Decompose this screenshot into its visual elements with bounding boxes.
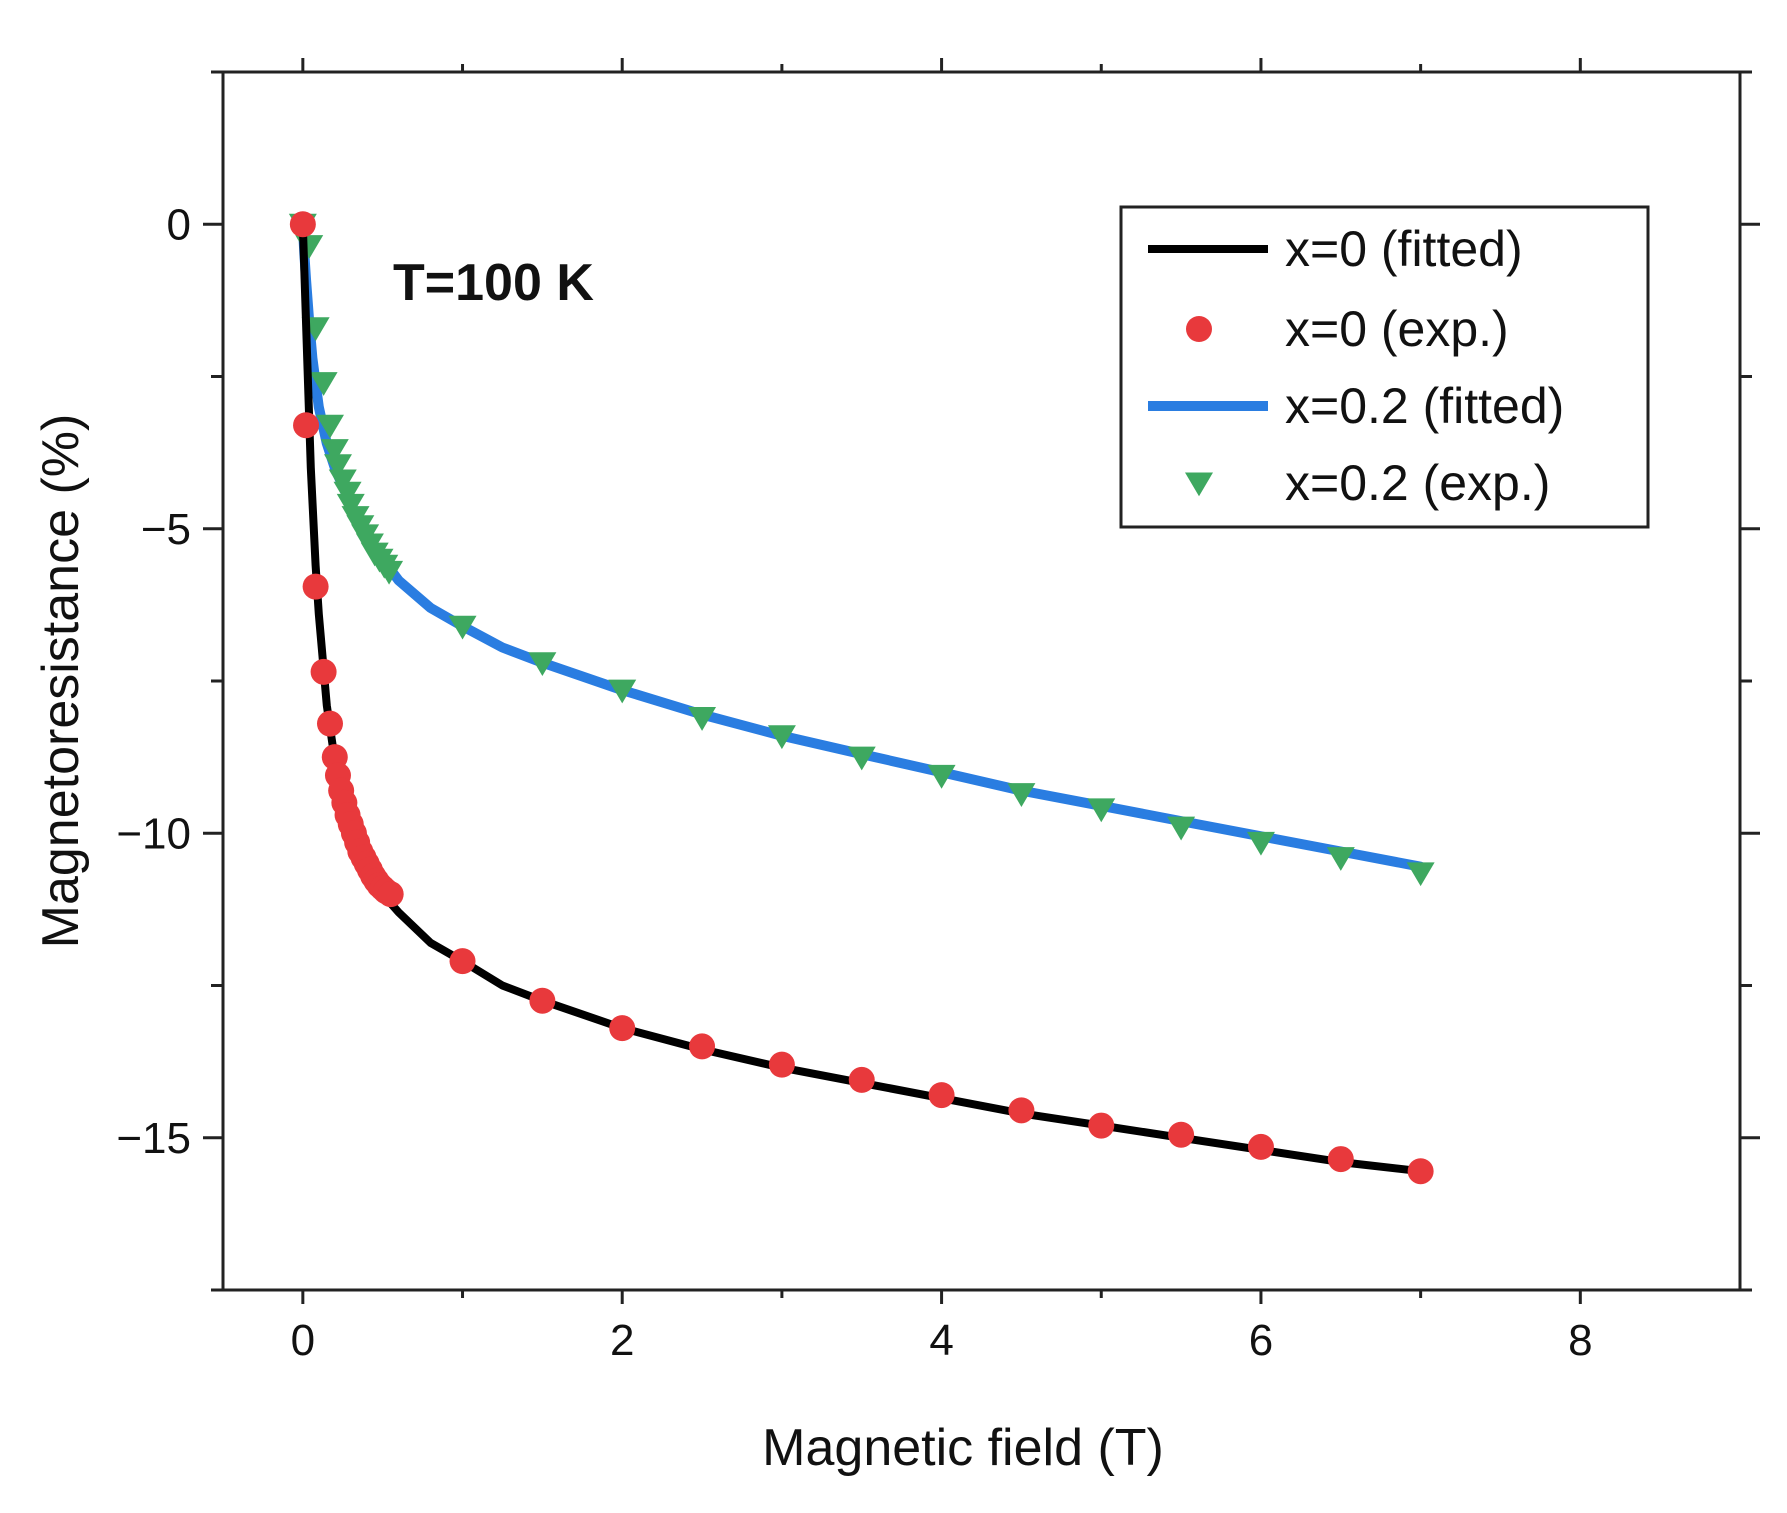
- data-point-x02-exp: [375, 560, 404, 585]
- data-point-x02-exp: [328, 469, 357, 494]
- data-point-x02-exp: [1246, 831, 1275, 856]
- data-point-x0-exp: [377, 881, 404, 908]
- legend-label: x=0.2 (fitted): [1285, 378, 1564, 434]
- x-tick-label: 4: [929, 1316, 953, 1365]
- data-point-x0-exp: [1327, 1146, 1354, 1173]
- data-point-x02-exp: [1007, 783, 1036, 807]
- data-point-x02-exp: [1406, 862, 1435, 887]
- series-layer: [288, 211, 1435, 1185]
- data-point-x0-exp: [289, 211, 316, 238]
- data-point-x02-exp: [333, 481, 362, 506]
- legend-label: x=0 (exp.): [1285, 301, 1509, 357]
- data-point-x0-exp: [302, 573, 329, 600]
- data-point-x0-exp: [1008, 1097, 1035, 1124]
- data-point-x02-exp: [448, 615, 477, 640]
- data-point-x02-exp: [688, 707, 717, 731]
- data-point-x02-exp: [336, 493, 365, 518]
- data-point-x0-exp: [768, 1051, 795, 1078]
- series-line-x-0-fitted-: [298, 220, 1425, 1176]
- temperature-annotation: T=100 K: [393, 254, 594, 312]
- x-tick-label: 2: [610, 1316, 634, 1365]
- data-point-x02-exp: [323, 454, 352, 479]
- data-point-x0-exp: [689, 1033, 716, 1060]
- data-point-x0-exp: [1247, 1133, 1274, 1160]
- data-point-x02-exp: [528, 652, 557, 677]
- data-point-x0-exp: [1407, 1158, 1434, 1185]
- y-axis-label: Magnetoresistance (%): [32, 414, 90, 949]
- data-point-x02-exp: [1087, 798, 1116, 823]
- data-point-x02-exp: [1326, 847, 1355, 871]
- y-tick-label: −10: [116, 809, 191, 858]
- series-line-x-0-2-fitted-: [297, 219, 1426, 872]
- data-point-x0-exp: [928, 1082, 955, 1109]
- data-point-x0-exp: [1168, 1121, 1195, 1148]
- data-point-x0-exp: [848, 1066, 875, 1093]
- y-tick-label: −5: [141, 505, 191, 554]
- data-point-x0-exp: [449, 948, 476, 975]
- data-point-x02-exp: [847, 746, 876, 771]
- x-tick-label: 8: [1568, 1316, 1592, 1365]
- data-point-x0-exp: [1088, 1112, 1115, 1139]
- data-point-x0-exp: [316, 710, 343, 737]
- data-point-x0-exp: [609, 1015, 636, 1042]
- x-tick-label: 0: [291, 1316, 315, 1365]
- data-point-x02-exp: [320, 439, 349, 463]
- data-point-x02-exp: [927, 764, 956, 789]
- x-axis-label: Magnetic field (T): [762, 1419, 1164, 1477]
- y-tick-label: 0: [167, 200, 191, 249]
- data-point-x02-exp: [767, 725, 796, 750]
- legend-swatch-triangle: [1185, 472, 1213, 497]
- data-point-x02-exp: [608, 679, 637, 704]
- legend-label: x=0.2 (exp.): [1285, 455, 1550, 511]
- legend-label: x=0 (fitted): [1285, 221, 1523, 277]
- data-point-x0-exp: [529, 987, 556, 1014]
- axis-ticks: [203, 58, 1760, 1304]
- tick-labels: 0 2 4 6 8 0 −5 −10 −15: [116, 200, 1592, 1365]
- data-point-x0-exp: [293, 412, 320, 439]
- legend-swatch-circle: [1186, 316, 1212, 342]
- x-tick-label: 6: [1249, 1316, 1273, 1365]
- data-point-x0-exp: [310, 658, 337, 685]
- y-tick-label: −15: [116, 1114, 191, 1163]
- legend: x=0 (fitted) x=0 (exp.) x=0.2 (fitted) x=0.…: [1119, 205, 1650, 529]
- data-point-x02-exp: [309, 372, 338, 396]
- data-point-x02-exp: [315, 414, 344, 439]
- data-point-x02-exp: [1167, 816, 1196, 841]
